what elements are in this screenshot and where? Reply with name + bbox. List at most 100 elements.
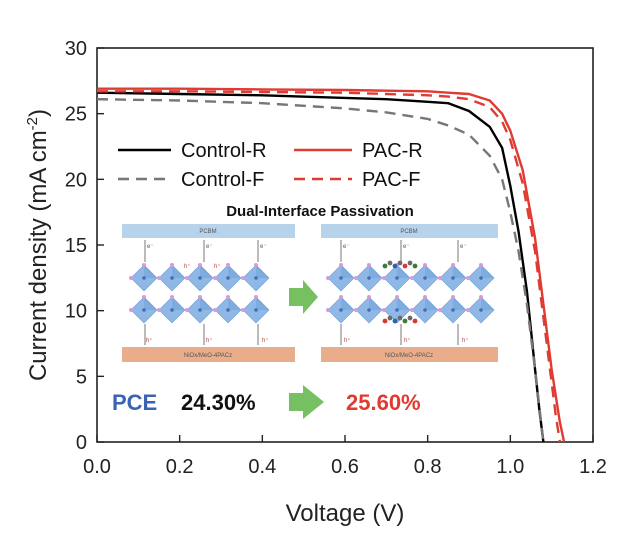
left-carrier-labels: e⁻ e⁻ e⁻ h⁺ h⁺ h⁺ h⁺ h⁺ xyxy=(146,244,269,344)
lattice-node xyxy=(170,263,174,267)
right-top-layer-label: PCBM xyxy=(400,229,417,235)
molecule-atom xyxy=(392,263,398,269)
lattice-node xyxy=(198,295,202,299)
lattice-node xyxy=(367,263,371,267)
octahedron-center xyxy=(451,308,455,312)
hole-label: h⁺ xyxy=(462,337,469,344)
x-tick-label: 0.2 xyxy=(166,456,194,478)
octahedron-face xyxy=(144,265,157,278)
legend-label-pac-r: PAC-R xyxy=(362,140,423,162)
x-axis-ticks: 0.0 0.2 0.4 0.6 0.8 1.0 1.2 xyxy=(83,435,607,478)
hole-label: h⁺ xyxy=(262,337,269,344)
lattice-node xyxy=(339,263,343,267)
octahedron-face xyxy=(341,265,354,278)
octahedron-center xyxy=(479,308,483,312)
octahedron-face xyxy=(144,297,157,310)
octahedron-center xyxy=(254,276,258,280)
octahedron-face xyxy=(172,265,185,278)
y-tick-label: 15 xyxy=(65,235,87,257)
lattice-node xyxy=(185,276,189,280)
molecule-atom xyxy=(382,263,388,269)
lattice-node xyxy=(382,276,386,280)
x-tick-label: 0.6 xyxy=(331,456,359,478)
legend-label-control-f: Control-F xyxy=(181,169,264,191)
legend-label-control-r: Control-R xyxy=(181,140,267,162)
octahedron-face xyxy=(425,297,438,310)
left-bottom-layer-label: NiOx/MeO-4PACz xyxy=(184,353,232,359)
octahedron-center xyxy=(367,276,371,280)
octahedron-center xyxy=(339,276,343,280)
y-tick-label: 25 xyxy=(65,104,87,126)
octahedron-center xyxy=(423,276,427,280)
octahedron-face xyxy=(200,297,213,310)
pce-pac-value: 25.60% xyxy=(346,390,421,415)
octahedron-face xyxy=(425,265,438,278)
passivation-molecules-bottom xyxy=(382,315,418,324)
molecule-atom xyxy=(412,263,418,269)
lattice-node xyxy=(254,263,258,267)
inset-title: Dual-Interface Passivation xyxy=(226,203,414,220)
octahedron-center xyxy=(479,276,483,280)
octahedron-center xyxy=(423,308,427,312)
octahedron-face xyxy=(481,265,494,278)
octahedron-center xyxy=(367,308,371,312)
molecule-atom xyxy=(397,260,403,266)
lattice-node xyxy=(142,263,146,267)
x-tick-label: 0.4 xyxy=(248,456,276,478)
octahedron-face xyxy=(453,297,466,310)
lattice-node xyxy=(185,308,189,312)
molecule-atom xyxy=(392,318,398,324)
lattice-node xyxy=(213,276,217,280)
electron-label: e⁻ xyxy=(343,244,350,250)
lattice-node xyxy=(226,295,230,299)
vertical-transport-arrows xyxy=(144,240,459,345)
octahedron-center xyxy=(226,276,230,280)
passivation-molecules-top xyxy=(382,260,418,269)
right-top-layer xyxy=(321,224,498,238)
hole-label: h⁺ xyxy=(206,337,213,344)
octahedron-center xyxy=(198,308,202,312)
octahedron-face xyxy=(256,265,269,278)
lattice-node xyxy=(339,295,343,299)
x-tick-label: 1.2 xyxy=(579,456,607,478)
molecule-atom xyxy=(412,318,418,324)
x-tick-label: 1.0 xyxy=(496,456,524,478)
lattice-node xyxy=(213,308,217,312)
lattice-node xyxy=(466,276,470,280)
series-line-control-f xyxy=(96,98,545,443)
left-bottom-layer xyxy=(122,347,295,362)
lattice-node xyxy=(129,276,133,280)
octahedron-center xyxy=(198,276,202,280)
y-tick-label: 30 xyxy=(65,38,87,60)
lattice-node xyxy=(410,308,414,312)
electron-label: e⁻ xyxy=(260,244,267,250)
series-line-control-r xyxy=(96,91,545,443)
molecule-atom xyxy=(407,260,413,266)
electron-label: e⁻ xyxy=(460,244,467,250)
y-axis-title-main: Current density (mA cm xyxy=(25,130,52,381)
right-perovskite-lattice xyxy=(326,263,495,324)
pce-control-value: 24.30% xyxy=(181,390,256,415)
y-axis-title-superscript: -2 xyxy=(24,117,41,130)
octahedron-center xyxy=(339,308,343,312)
molecule-atom xyxy=(387,260,393,266)
hole-label: h⁺ xyxy=(184,263,191,270)
octahedron-center xyxy=(142,276,146,280)
octahedron-face xyxy=(397,297,410,310)
octahedron-face xyxy=(228,265,241,278)
electron-label: e⁻ xyxy=(403,244,410,250)
y-axis-ticks: 0 5 10 15 20 25 30 xyxy=(65,38,104,454)
left-top-layer-label: PCBM xyxy=(199,229,216,235)
lattice-node xyxy=(241,308,245,312)
lattice-node xyxy=(157,276,161,280)
lattice-node xyxy=(254,295,258,299)
x-axis-title: Voltage (V) xyxy=(286,500,405,527)
octahedron-face xyxy=(453,265,466,278)
octahedron-center xyxy=(451,276,455,280)
octahedron-center xyxy=(395,276,399,280)
y-tick-label: 0 xyxy=(76,432,87,454)
molecule-atom xyxy=(402,263,408,269)
pce-arrow xyxy=(289,385,324,419)
y-tick-label: 20 xyxy=(65,169,87,191)
lattice-node xyxy=(142,295,146,299)
